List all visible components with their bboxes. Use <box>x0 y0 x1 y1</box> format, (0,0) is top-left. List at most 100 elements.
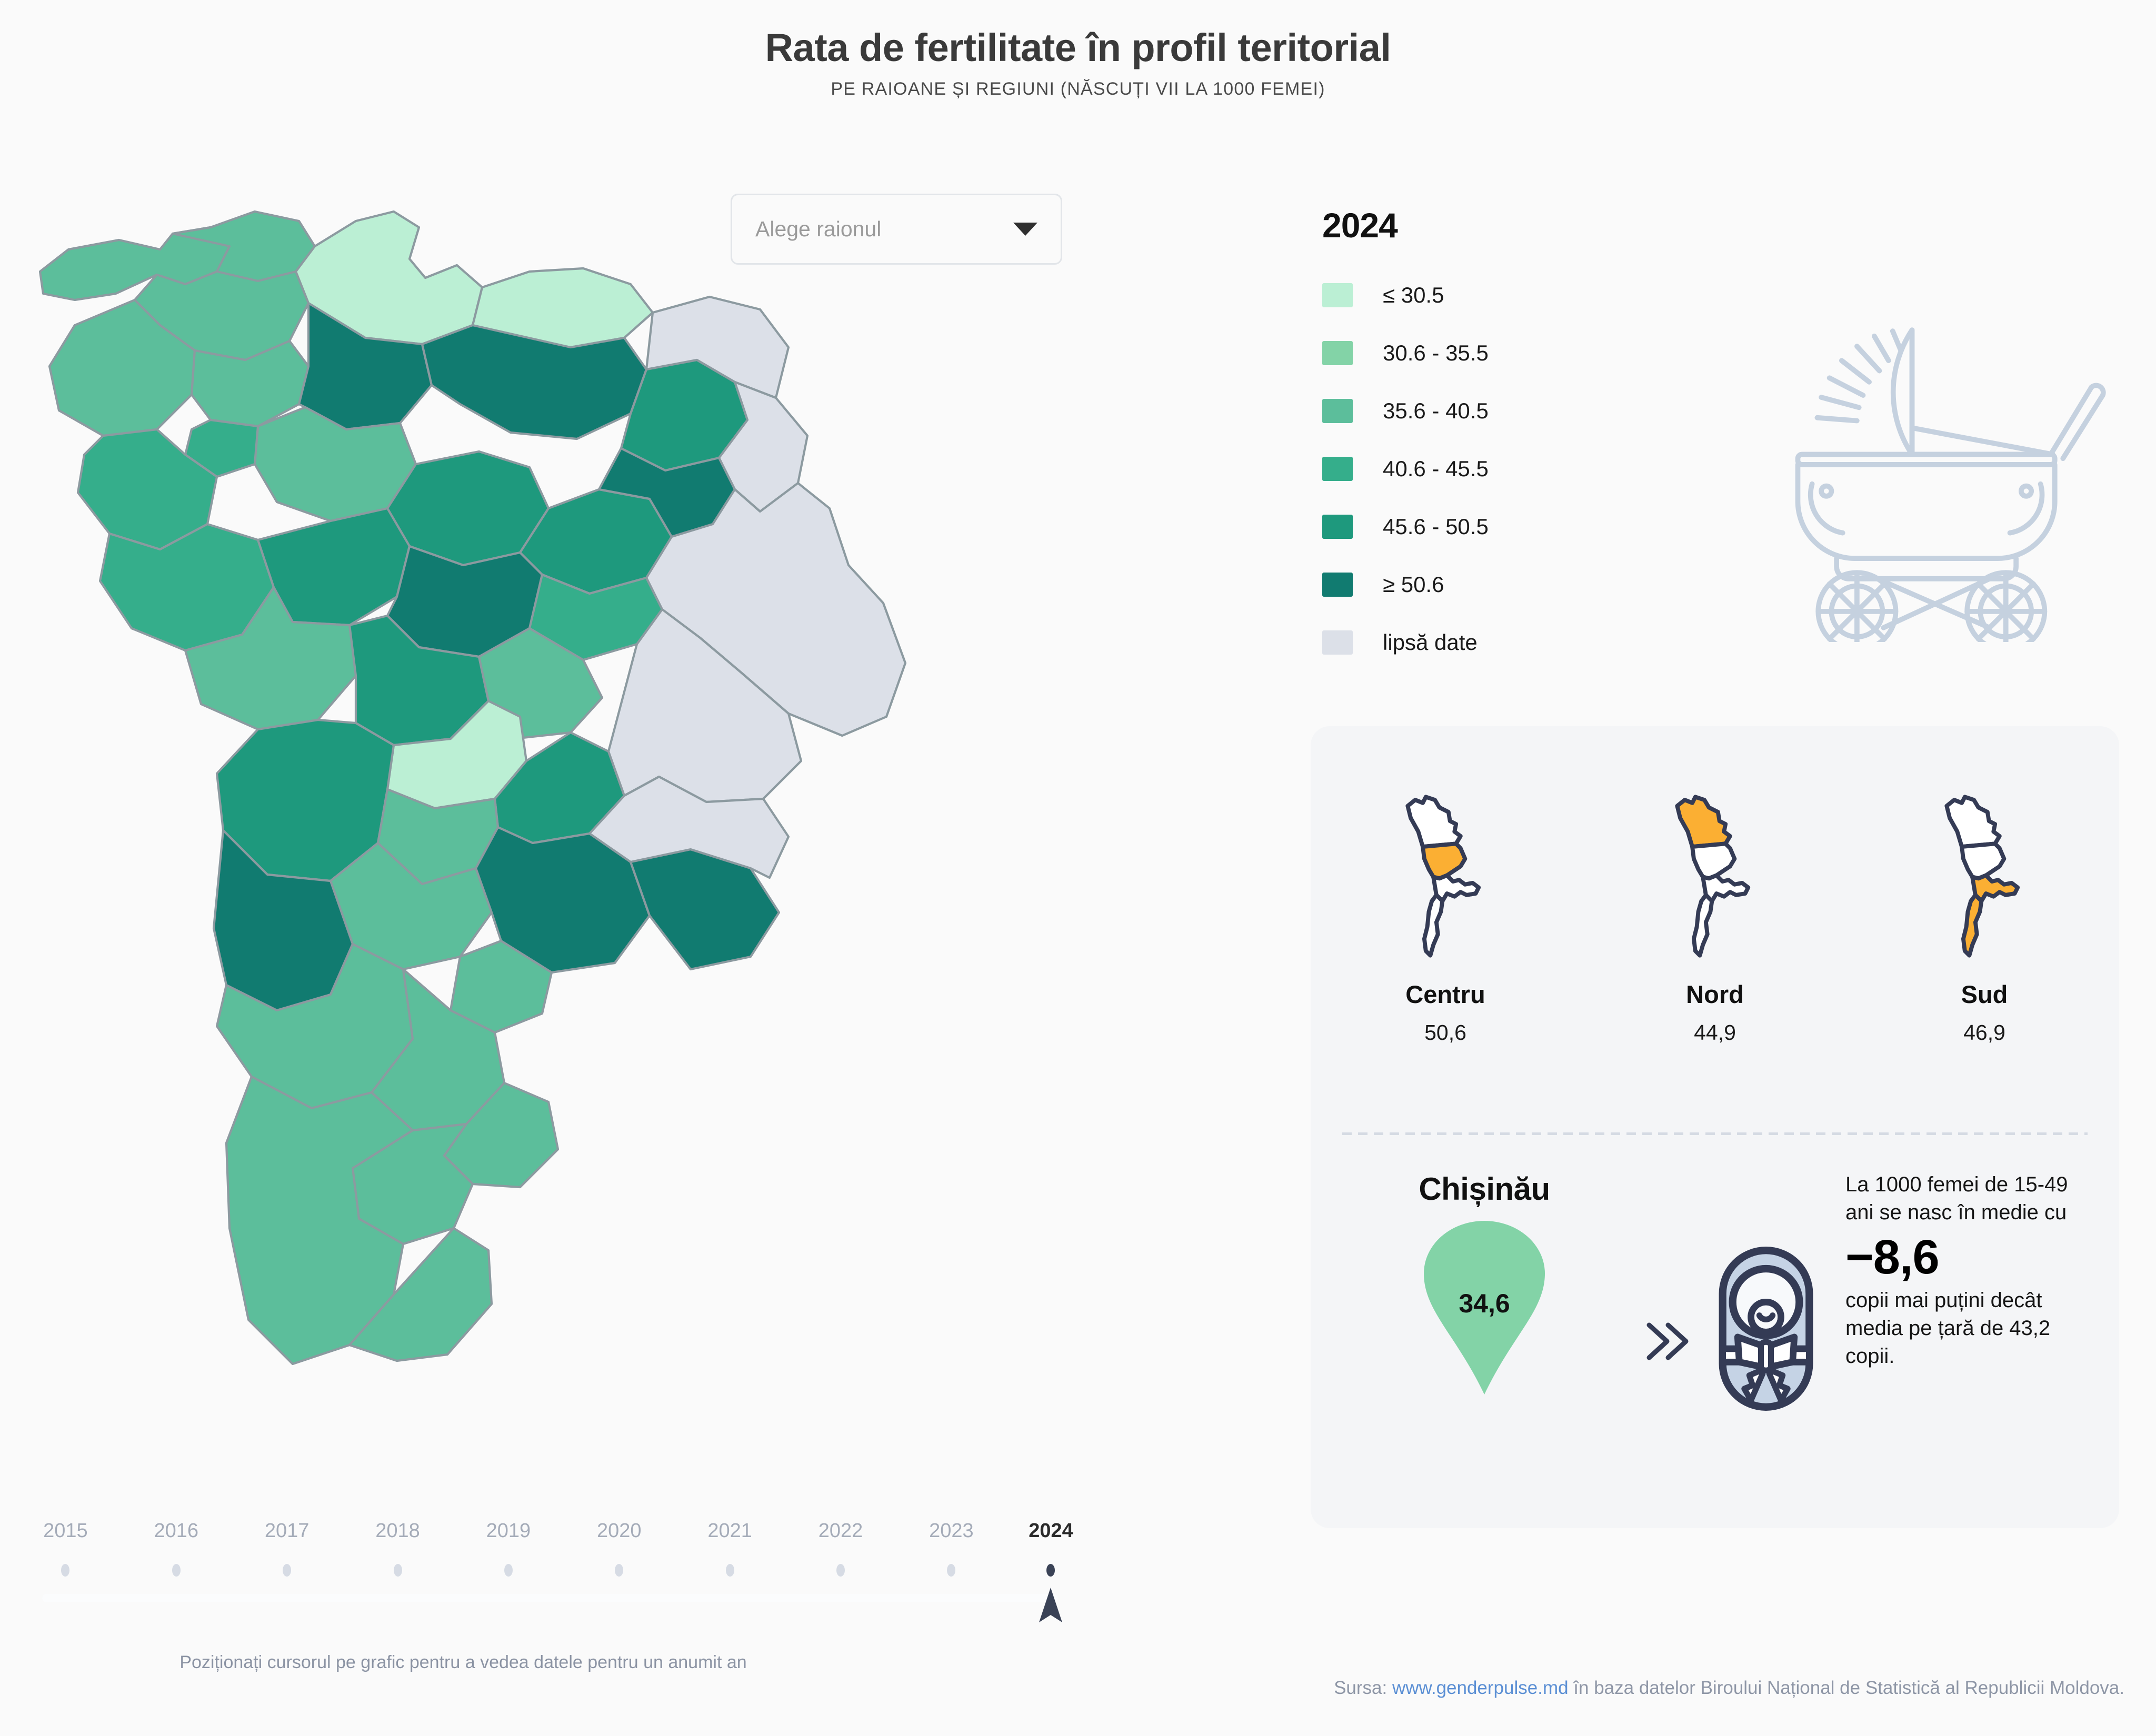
year-label-2017[interactable]: 2017 <box>264 1520 310 1542</box>
slider-cursor-icon[interactable] <box>1035 1586 1066 1629</box>
legend-swatch <box>1322 573 1353 597</box>
source-footer: Sursa: www.genderpulse.md în baza datelo… <box>0 1678 2156 1699</box>
year-dot-2024[interactable] <box>1046 1564 1055 1577</box>
chisinau-delta: −8,6 <box>1845 1230 1940 1285</box>
region-value: 44,9 <box>1694 1020 1736 1045</box>
chisinau-text-before: La 1000 femei de 15-49 ani se nasc în me… <box>1845 1173 2068 1225</box>
region-value: 50,6 <box>1424 1020 1466 1045</box>
source-prefix: Sursa: <box>1334 1678 1392 1698</box>
year-dot-2015[interactable] <box>61 1564 70 1577</box>
legend-swatch <box>1322 399 1353 423</box>
year-timeline[interactable]: 2015 2016 2017 2018 2019 2020 2021 2022 … <box>42 1520 1073 1673</box>
mini-map-centru-svg <box>1405 795 1481 958</box>
legend-label: 35.6 - 40.5 <box>1383 398 1489 423</box>
year-label-2018[interactable]: 2018 <box>375 1520 420 1542</box>
timeline-track-fill <box>42 1594 1058 1602</box>
mini-map-centru <box>1335 789 1556 963</box>
year-label-2022[interactable]: 2022 <box>818 1520 863 1542</box>
card-divider <box>1342 1132 2088 1135</box>
legend-label: ≤ 30.5 <box>1383 283 1444 307</box>
page-subtitle: PE RAIOANE ȘI REGIUNI (NĂSCUȚI VII LA 10… <box>831 78 1325 99</box>
chevron-svg <box>1646 1322 1689 1360</box>
legend-label: 45.6 - 50.5 <box>1383 514 1489 539</box>
chisinau-pin-wrap: 34,6 <box>1337 1221 1632 1410</box>
timeline-track[interactable] <box>42 1588 1063 1622</box>
legend-item[interactable]: 30.6 - 35.5 <box>1322 324 1754 382</box>
year-label-2021[interactable]: 2021 <box>707 1520 752 1542</box>
chisinau-title: Chișinău <box>1419 1171 1550 1207</box>
baby-svg <box>1719 1247 1813 1411</box>
legend-item[interactable]: 35.6 - 40.5 <box>1322 382 1754 440</box>
year-dot-2021[interactable] <box>725 1564 734 1577</box>
legend-label: ≥ 50.6 <box>1383 572 1444 597</box>
region-card-centru[interactable]: Centru 50,6 <box>1335 789 1556 1045</box>
year-label-2019[interactable]: 2019 <box>486 1520 531 1542</box>
year-dot-2016[interactable] <box>172 1564 181 1577</box>
moldova-map-svg <box>38 210 907 1366</box>
region-name: Nord <box>1686 980 1744 1008</box>
slider-cursor-svg <box>1039 1588 1063 1622</box>
legend-item[interactable]: 45.6 - 50.5 <box>1322 498 1754 556</box>
chisinau-text: La 1000 femei de 15-49 ani se nasc în me… <box>1832 1171 2093 1413</box>
legend-item[interactable]: lipsă date <box>1322 614 1754 671</box>
raion-causeni <box>474 826 651 974</box>
legend-swatch <box>1322 630 1353 655</box>
raion-vulcanesti <box>348 1227 493 1362</box>
regions-row: Centru 50,6 Nord 44,9 <box>1311 789 2119 1045</box>
raion-cahul <box>225 1075 414 1366</box>
double-chevron-right-icon <box>1632 1171 1700 1413</box>
map-pin-svg <box>1424 1221 1545 1394</box>
year-dot-2018[interactable] <box>393 1564 402 1577</box>
raion-select[interactable]: Alege raionul <box>731 194 1062 265</box>
source-link[interactable]: www.genderpulse.md <box>1392 1678 1569 1698</box>
year-dot-2019[interactable] <box>504 1564 513 1577</box>
region-name: Sud <box>1961 980 2008 1008</box>
map-pin-icon <box>1424 1221 1545 1394</box>
region-lipsa-date-main <box>645 481 907 737</box>
chisinau-text-after: copii mai puțini decât media pe țară de … <box>1845 1288 2051 1368</box>
region-value: 46,9 <box>1963 1020 2005 1045</box>
region-card-sud[interactable]: Sud 46,9 <box>1874 789 2095 1045</box>
mini-map-nord-svg <box>1675 795 1751 958</box>
year-dots <box>42 1564 1058 1586</box>
chisinau-value: 34,6 <box>1459 1289 1510 1318</box>
year-dot-2017[interactable] <box>283 1564 292 1577</box>
chevron-down-icon <box>1013 223 1037 236</box>
header: Rata de fertilitate în profil teritorial… <box>0 27 2156 99</box>
legend-swatch <box>1322 457 1353 481</box>
year-label-2023[interactable]: 2023 <box>929 1520 974 1542</box>
region-lipsa-date-south <box>588 775 790 879</box>
legend-label: lipsă date <box>1383 630 1478 655</box>
year-label-2015[interactable]: 2015 <box>43 1520 88 1542</box>
mini-map-nord <box>1604 789 1825 963</box>
region-card-nord[interactable]: Nord 44,9 <box>1604 789 1825 1045</box>
raion-select-placeholder: Alege raionul <box>755 217 882 241</box>
year-labels: 2015 2016 2017 2018 2019 2020 2021 2022 … <box>42 1520 1073 1552</box>
info-card: Centru 50,6 Nord 44,9 <box>1311 726 2119 1528</box>
legend: 2024 ≤ 30.5 30.6 - 35.5 35.6 - 40.5 40.6… <box>1322 205 1754 671</box>
year-label-2020[interactable]: 2020 <box>596 1520 642 1542</box>
swaddled-baby-icon <box>1700 1171 1832 1413</box>
legend-swatch <box>1322 341 1353 365</box>
timeline-hint: Poziționați cursorul pe grafic pentru a … <box>179 1652 747 1672</box>
mini-map-sud <box>1874 789 2095 963</box>
year-label-2016[interactable]: 2016 <box>154 1520 199 1542</box>
year-dot-2022[interactable] <box>836 1564 845 1577</box>
year-dot-2020[interactable] <box>615 1564 624 1577</box>
choropleth-map[interactable] <box>21 174 1158 1500</box>
legend-label: 30.6 - 35.5 <box>1383 340 1489 365</box>
legend-item[interactable]: 40.6 - 45.5 <box>1322 440 1754 498</box>
legend-swatch <box>1322 515 1353 539</box>
year-label-2024[interactable]: 2024 <box>1029 1520 1073 1542</box>
legend-swatch <box>1322 283 1353 307</box>
baby-carriage-icon <box>1790 316 2116 653</box>
pram-svg <box>1795 327 2106 653</box>
legend-item[interactable]: ≤ 30.5 <box>1322 266 1754 324</box>
page-title: Rata de fertilitate în profil teritorial <box>765 26 1391 69</box>
legend-year: 2024 <box>1322 206 1398 245</box>
legend-item[interactable]: ≥ 50.6 <box>1322 556 1754 614</box>
legend-label: 40.6 - 45.5 <box>1383 456 1489 481</box>
year-dot-2023[interactable] <box>947 1564 956 1577</box>
raion-soroca <box>421 324 648 440</box>
